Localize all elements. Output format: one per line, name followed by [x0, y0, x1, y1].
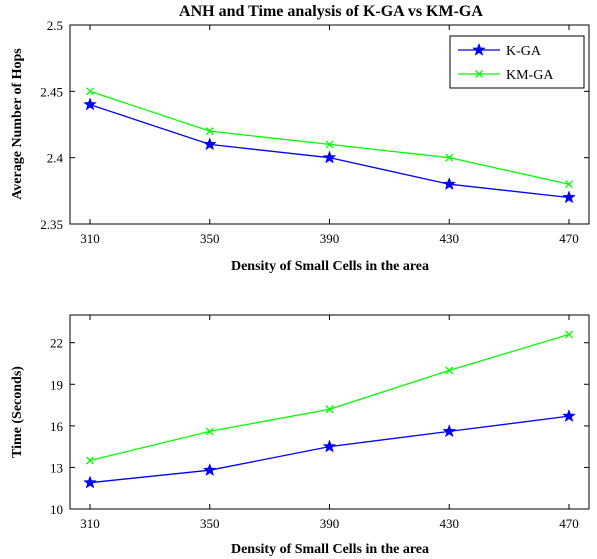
- plot-area: [69, 314, 590, 510]
- y-tick-label: 16: [50, 419, 64, 434]
- legend: K-GA KM-GA: [449, 35, 585, 89]
- data-point-1-2: [325, 140, 334, 149]
- x-tick-label: 430: [440, 231, 460, 246]
- y-tick-label: 13: [50, 460, 63, 475]
- data-point-0-4: [562, 190, 576, 204]
- series-group: [83, 330, 576, 489]
- x-tick-label: 470: [559, 516, 579, 531]
- y-tick-label: 2.35: [40, 217, 63, 232]
- data-point-1-0: [86, 456, 94, 465]
- y-tick-label: 2.5: [47, 18, 63, 33]
- data-point-1-2: [325, 405, 334, 414]
- y-tick-label: 22: [50, 336, 63, 351]
- data-point-0-0: [83, 475, 97, 489]
- data-point-1-3: [445, 366, 454, 375]
- data-point-1-1: [205, 127, 214, 136]
- y-tick-label: 2.4: [47, 151, 64, 166]
- data-point-0-4: [562, 408, 576, 423]
- x-tick-label: 310: [80, 516, 100, 531]
- time-chart: 310 350 390 430 470 10 13 16 19 22 Density of Sma…: [10, 314, 590, 557]
- data-point-1-4: [565, 180, 573, 189]
- x-axis-label: Density of Small Cells in the area: [231, 259, 429, 274]
- y-tick-label: 19: [50, 377, 63, 392]
- x-tick-label: 390: [320, 516, 340, 531]
- x-tick-label: 390: [320, 231, 340, 246]
- data-point-0-3: [442, 176, 457, 191]
- data-point-0-3: [442, 424, 457, 438]
- legend-label: K-GA: [506, 44, 542, 59]
- y-tick-label: 2.45: [40, 84, 63, 99]
- data-point-1-4: [565, 330, 573, 339]
- y-axis-label: Average Number of Hops: [10, 48, 25, 200]
- data-point-0-1: [202, 137, 217, 151]
- data-point-0-2: [322, 150, 337, 164]
- x-tick-label: 310: [80, 231, 100, 246]
- x-tick-label: 350: [200, 516, 220, 531]
- tick-group: 310 350 390 430 470 10 13 16 19 22: [50, 315, 589, 531]
- legend-box: [449, 35, 585, 89]
- tick-group: 310 350 390 430 470 2.35 2.4 2.45 2.5: [40, 18, 589, 246]
- legend-marker: [472, 42, 486, 56]
- x-tick-label: 350: [200, 231, 220, 246]
- legend-marker: [475, 70, 483, 78]
- x-tick-label: 430: [440, 516, 460, 531]
- y-tick-label: 10: [50, 502, 63, 517]
- data-point-1-1: [205, 427, 214, 436]
- data-point-1-0: [86, 87, 94, 96]
- x-tick-label: 470: [559, 231, 579, 246]
- data-point-0-1: [202, 462, 217, 477]
- anh-chart: 310 350 390 430 470 2.35 2.4 2.45 2.5 Density of…: [10, 18, 590, 274]
- data-point-0-2: [322, 439, 337, 453]
- legend-label: KM-GA: [506, 68, 554, 83]
- data-point-0-0: [83, 97, 97, 111]
- chart-title: ANH and Time analysis of K-GA vs KM-GA: [179, 3, 483, 20]
- data-point-1-3: [445, 153, 454, 162]
- x-axis-label: Density of Small Cells in the area: [231, 542, 429, 557]
- y-axis-label: Time (Seconds): [10, 366, 25, 458]
- series-group: [83, 87, 576, 204]
